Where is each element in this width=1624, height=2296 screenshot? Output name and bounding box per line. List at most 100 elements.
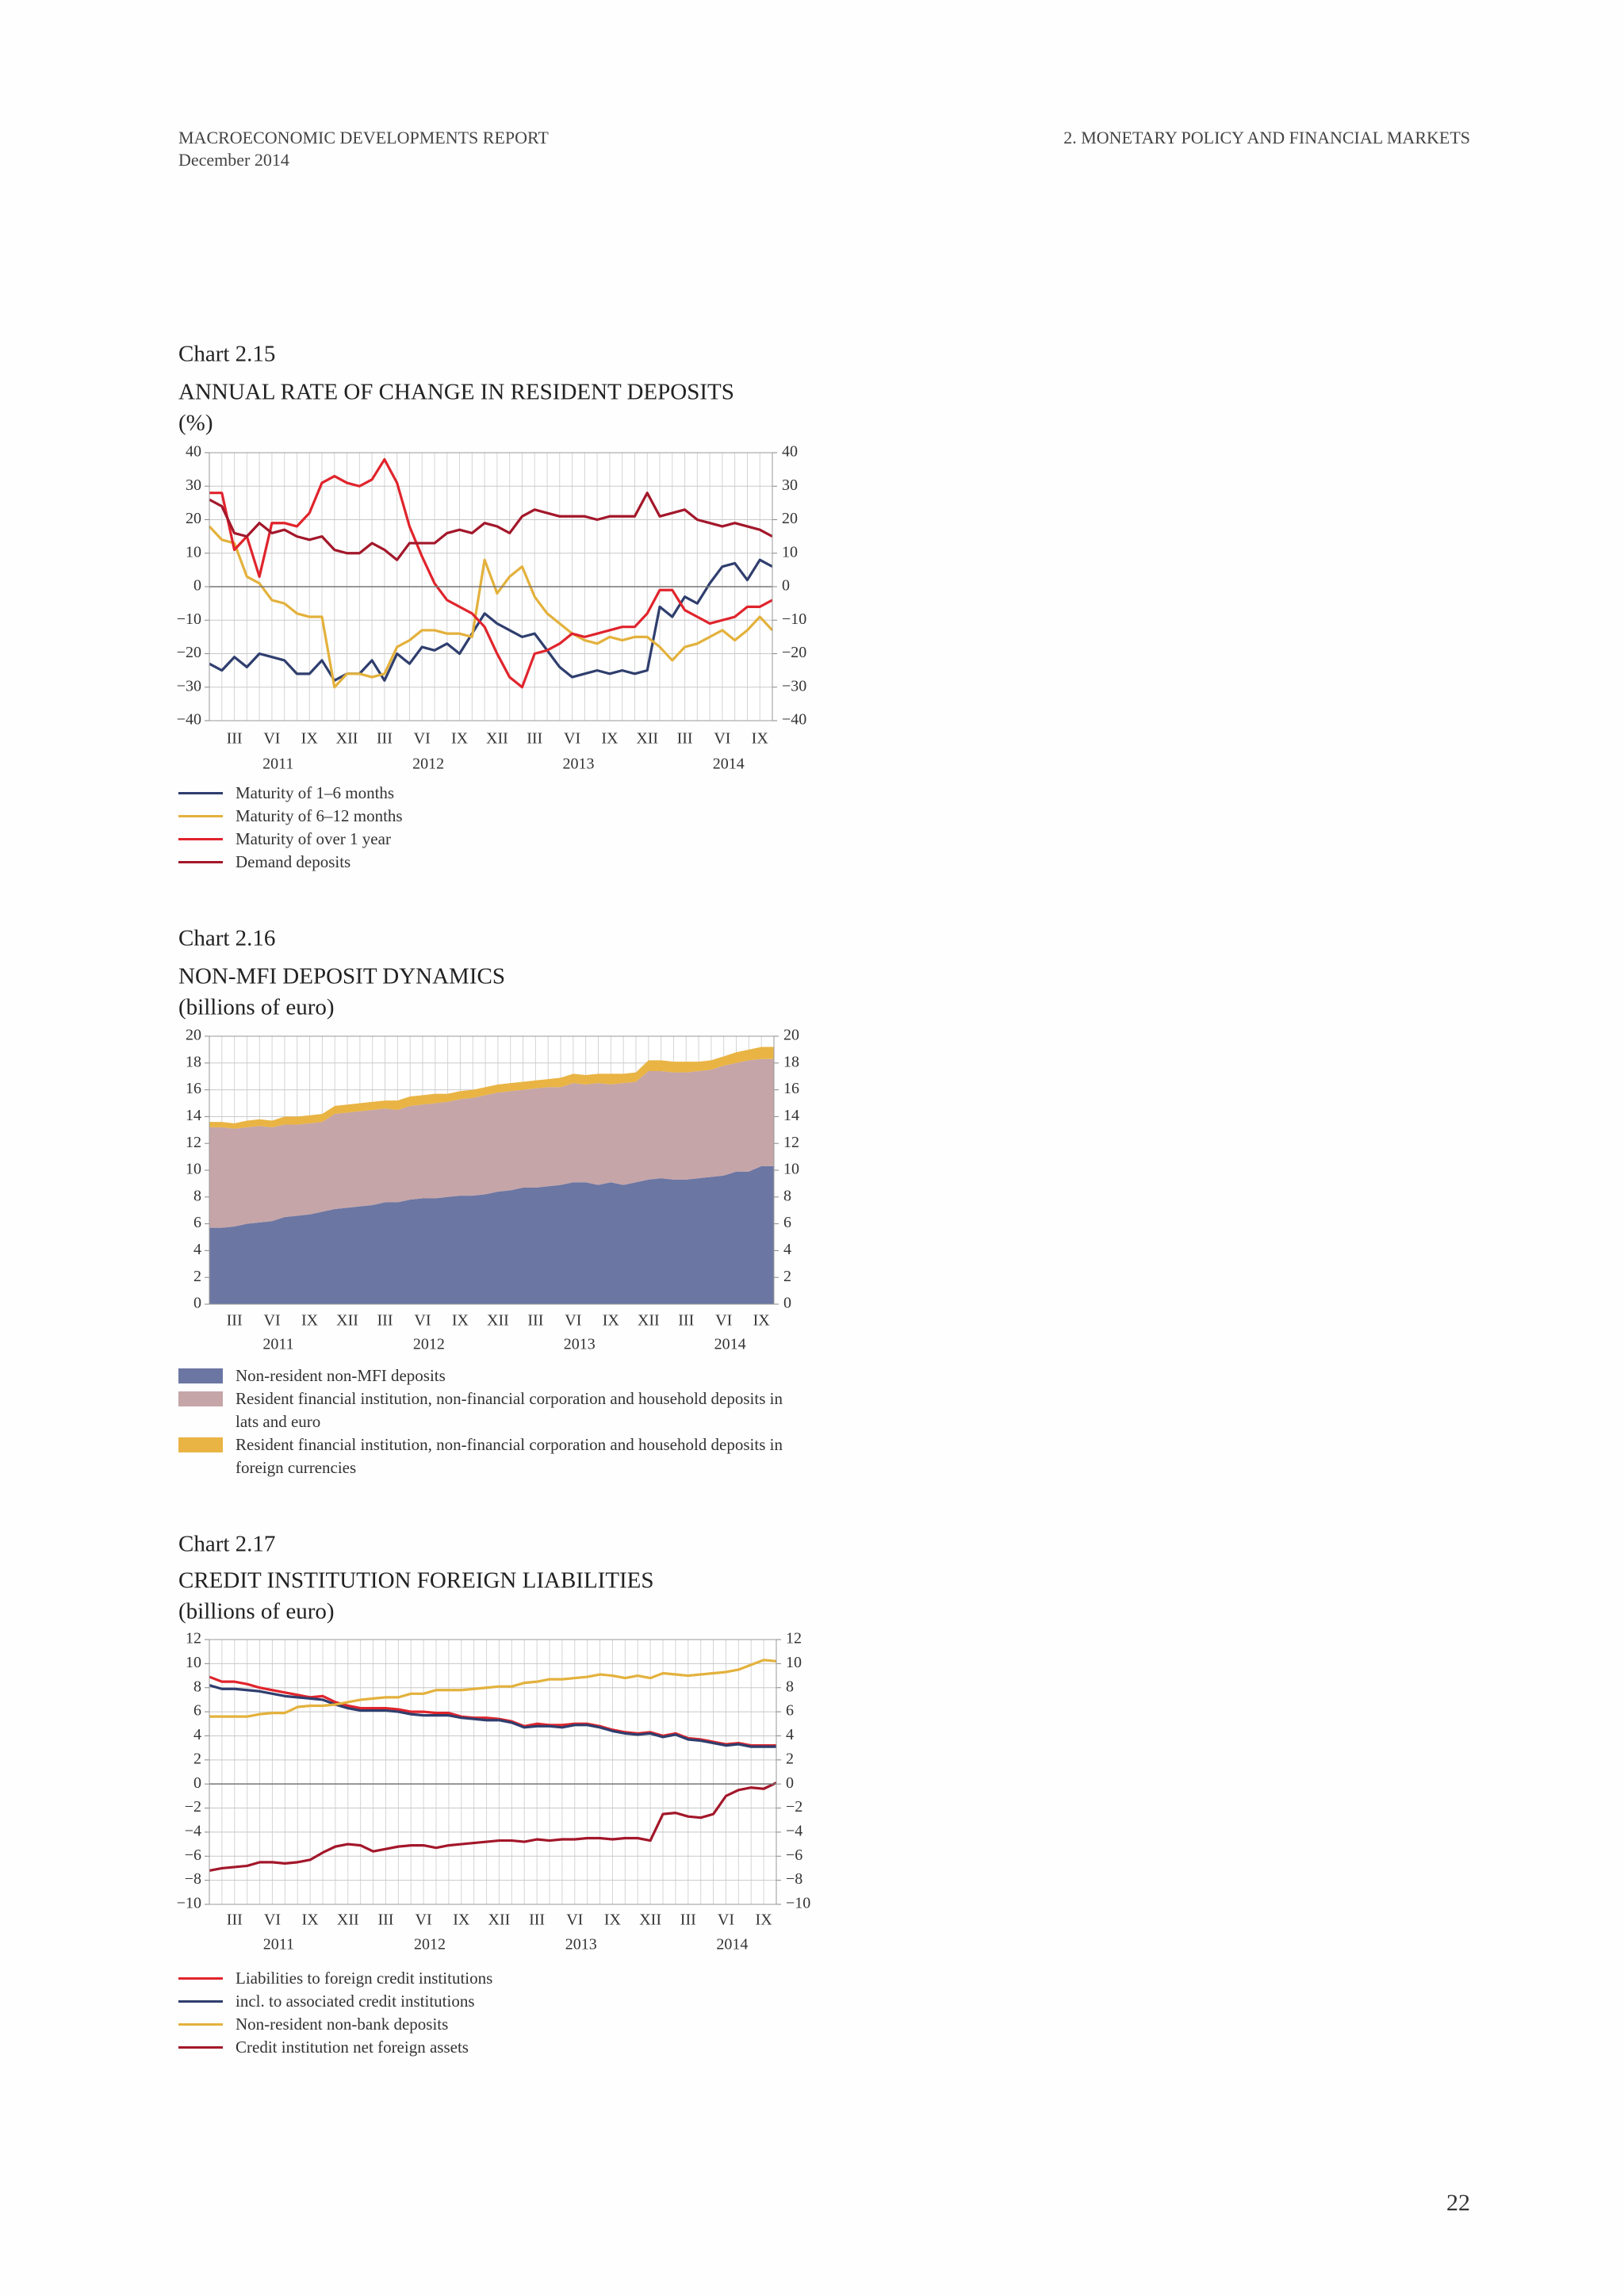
y2-tick-label: 4: [783, 1241, 791, 1258]
legend-label: Credit institution net foreign assets: [236, 2038, 469, 2057]
plot-frame: [209, 1035, 775, 1305]
y-tick-label: 0: [193, 577, 201, 595]
y2-tick-label: 10: [782, 543, 798, 561]
legend-entry: Credit institution net foreign assets: [178, 2036, 797, 2059]
chart-label: Chart 2.17: [178, 1532, 275, 1557]
series-line: [209, 1684, 776, 1748]
y-tick-label: −2: [185, 1798, 201, 1816]
legend-entry: Non-resident non-MFI deposits: [178, 1364, 797, 1387]
x-group-label: 2013: [564, 1336, 596, 1353]
legend-entry: Demand deposits: [178, 851, 797, 874]
y-tick-label: 4: [193, 1241, 201, 1258]
y2-tick-label: −10: [786, 1895, 810, 1912]
chart-subtitle: (billions of euro): [178, 1599, 335, 1624]
legend-entry: Maturity of over 1 year: [178, 828, 797, 851]
y2-tick-label: 18: [783, 1053, 799, 1070]
legend-swatch: [178, 2046, 223, 2049]
x-tick-label: VI: [564, 730, 580, 748]
legend: Non-resident non-MFI deposits Resident fi…: [178, 1364, 797, 1479]
y-tick-label: 6: [193, 1702, 201, 1720]
legend-swatch: [178, 861, 223, 863]
y2-tick-label: 0: [782, 577, 790, 595]
legend-swatch: [178, 1977, 223, 1980]
chart: Chart 2.17 CREDIT INSTITUTION FOREIGN LIA…: [177, 1532, 811, 1954]
x-tick-label: XII: [487, 1312, 509, 1330]
y-tick-label: −6: [185, 1846, 201, 1864]
x-group-label: 2014: [716, 1936, 748, 1954]
y2-tick-label: 8: [786, 1678, 794, 1695]
legend-label: incl. to associated credit institutions: [236, 1992, 475, 2011]
legend-entry: Non-resident non-bank deposits: [178, 2013, 797, 2036]
y-tick-label: 16: [186, 1080, 201, 1097]
y2-tick-label: −8: [786, 1870, 802, 1888]
x-group-label: 2014: [713, 756, 745, 773]
y-tick-label: −10: [177, 1895, 201, 1912]
series-line: [209, 1781, 777, 1873]
y2-tick-label: −40: [782, 711, 806, 729]
y-tick-label: 6: [193, 1214, 201, 1231]
x-group-label: 2012: [413, 1336, 445, 1353]
x-tick-label: IX: [301, 1312, 319, 1330]
x-tick-label: IX: [604, 1911, 622, 1929]
legend-entry: Resident financial institution, non-fina…: [178, 1433, 797, 1479]
y-tick-label: 20: [186, 510, 201, 527]
y-tick-label: −20: [177, 644, 201, 661]
y2-tick-label: −10: [782, 610, 806, 628]
legend-swatch: [178, 815, 223, 817]
y2-tick-label: −4: [786, 1823, 802, 1840]
y-tick-label: 8: [193, 1187, 201, 1204]
y2-tick-label: 2: [786, 1750, 794, 1767]
y2-tick-label: −20: [782, 644, 806, 661]
y-tick-label: −40: [177, 711, 201, 729]
y2-tick-label: 20: [783, 1027, 799, 1044]
y-tick-label: 20: [186, 1027, 201, 1044]
legend-swatch: [178, 1368, 223, 1383]
y-tick-label: 0: [193, 1774, 201, 1792]
x-tick-label: III: [227, 730, 243, 748]
x-tick-label: III: [377, 730, 393, 748]
y2-tick-label: 40: [782, 443, 798, 461]
chart-subtitle: (billions of euro): [178, 995, 335, 1020]
x-tick-label: VI: [565, 1312, 581, 1330]
plot-area: [209, 1640, 776, 1904]
y-tick-label: 2: [193, 1750, 201, 1767]
x-tick-label: IX: [752, 730, 769, 748]
y-tick-label: 10: [186, 1161, 201, 1178]
legend-label: Maturity of 1–6 months: [236, 783, 395, 802]
legend-swatch: [178, 792, 223, 794]
x-tick-label: IX: [601, 730, 619, 748]
series-line: [208, 525, 774, 689]
y2-tick-label: 6: [786, 1702, 794, 1720]
y-tick-label: 30: [186, 476, 201, 494]
x-group-label: 2014: [714, 1336, 746, 1353]
y2-tick-label: 6: [783, 1214, 791, 1231]
x-tick-label: XII: [336, 1312, 358, 1330]
y2-tick-label: −6: [786, 1846, 802, 1864]
legend-entry: Resident financial institution, non-fina…: [178, 1387, 797, 1433]
x-tick-label: XII: [636, 730, 658, 748]
x-group-label: 2013: [562, 756, 594, 773]
x-tick-label: III: [377, 1312, 393, 1330]
series-area: [209, 1165, 774, 1304]
y2-tick-label: 10: [786, 1654, 802, 1671]
header-date: December 2014: [178, 150, 289, 170]
y-tick-label: 8: [193, 1678, 201, 1695]
y-tick-label: 2: [193, 1268, 201, 1285]
legend-label: Non-resident non-bank deposits: [236, 2015, 449, 2034]
chart: Chart 2.16 NON-MFI DEPOSIT DYNAMICS (billi…: [178, 926, 799, 1353]
legend-swatch: [178, 1437, 223, 1452]
header-title: MACROECONOMIC DEVELOPMENTS REPORT: [178, 128, 549, 147]
x-tick-label: VI: [264, 1312, 281, 1330]
y2-tick-label: 12: [783, 1134, 799, 1151]
legend-entry: incl. to associated credit institutions: [178, 1990, 797, 2013]
chart-subtitle: (%): [178, 411, 213, 436]
x-tick-label: III: [527, 730, 542, 748]
legend-swatch: [178, 2023, 223, 2026]
x-tick-label: III: [377, 1911, 393, 1929]
x-group-label: 2011: [262, 1336, 293, 1353]
y-tick-label: 14: [186, 1107, 201, 1124]
y-tick-label: 10: [186, 543, 201, 561]
x-tick-label: IX: [753, 1312, 771, 1330]
series-area: [209, 1058, 774, 1228]
